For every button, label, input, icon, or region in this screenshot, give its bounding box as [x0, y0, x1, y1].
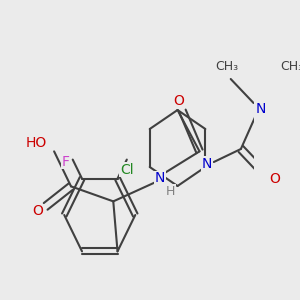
Text: CH₃: CH₃	[280, 61, 300, 74]
Text: CH₃: CH₃	[215, 61, 238, 74]
Text: O: O	[173, 94, 184, 108]
Text: HO: HO	[26, 136, 47, 150]
Text: O: O	[269, 172, 280, 186]
Text: H: H	[166, 185, 176, 198]
Text: N: N	[202, 157, 212, 171]
Text: N: N	[154, 171, 165, 185]
Text: N: N	[255, 102, 266, 116]
Text: F: F	[62, 154, 70, 169]
Text: O: O	[32, 204, 43, 218]
Text: Cl: Cl	[120, 163, 134, 177]
